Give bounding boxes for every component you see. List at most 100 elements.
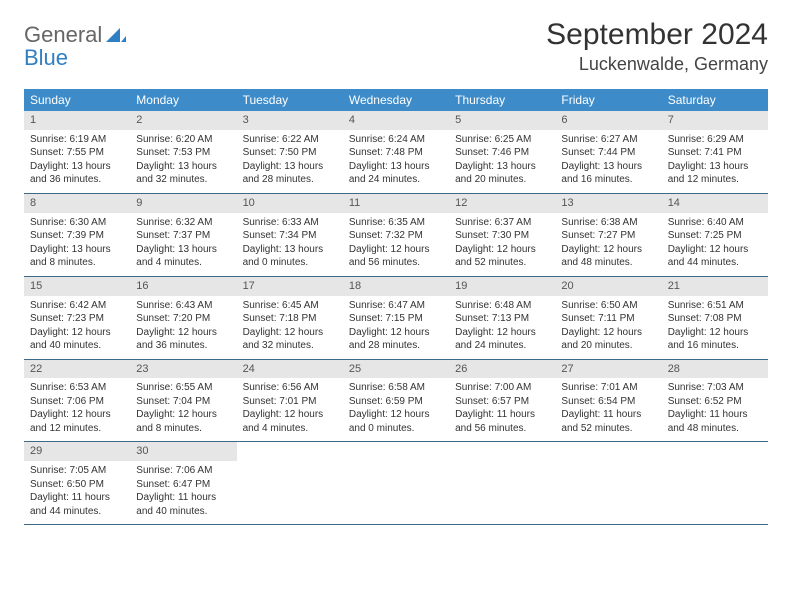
sunrise-text: Sunrise: 6:29 AM xyxy=(668,133,762,147)
week-row: 22Sunrise: 6:53 AMSunset: 7:06 PMDayligh… xyxy=(24,360,768,443)
sunrise-text: Sunrise: 6:27 AM xyxy=(561,133,655,147)
sunset-text: Sunset: 7:06 PM xyxy=(30,395,124,409)
daylight-text: Daylight: 13 hours and 12 minutes. xyxy=(668,160,762,187)
day-number: 7 xyxy=(662,111,768,130)
daylight-text: Daylight: 13 hours and 0 minutes. xyxy=(243,243,337,270)
day-header: Friday xyxy=(555,89,661,111)
day-cell: 21Sunrise: 6:51 AMSunset: 7:08 PMDayligh… xyxy=(662,277,768,359)
day-cell: 2Sunrise: 6:20 AMSunset: 7:53 PMDaylight… xyxy=(130,111,236,193)
day-cell: 19Sunrise: 6:48 AMSunset: 7:13 PMDayligh… xyxy=(449,277,555,359)
day-number: 5 xyxy=(449,111,555,130)
sunrise-text: Sunrise: 6:37 AM xyxy=(455,216,549,230)
daylight-text: Daylight: 12 hours and 32 minutes. xyxy=(243,326,337,353)
day-cell: 11Sunrise: 6:35 AMSunset: 7:32 PMDayligh… xyxy=(343,194,449,276)
day-number: 19 xyxy=(449,277,555,296)
daylight-text: Daylight: 13 hours and 28 minutes. xyxy=(243,160,337,187)
day-cell: 22Sunrise: 6:53 AMSunset: 7:06 PMDayligh… xyxy=(24,360,130,442)
sunset-text: Sunset: 7:27 PM xyxy=(561,229,655,243)
sunrise-text: Sunrise: 6:33 AM xyxy=(243,216,337,230)
logo-text: General Blue xyxy=(24,24,126,70)
day-cell xyxy=(662,442,768,524)
day-number: 24 xyxy=(237,360,343,379)
sunset-text: Sunset: 7:08 PM xyxy=(668,312,762,326)
day-cell: 24Sunrise: 6:56 AMSunset: 7:01 PMDayligh… xyxy=(237,360,343,442)
day-cell: 30Sunrise: 7:06 AMSunset: 6:47 PMDayligh… xyxy=(130,442,236,524)
sunset-text: Sunset: 6:52 PM xyxy=(668,395,762,409)
daylight-text: Daylight: 12 hours and 56 minutes. xyxy=(349,243,443,270)
sunset-text: Sunset: 7:30 PM xyxy=(455,229,549,243)
sunset-text: Sunset: 6:50 PM xyxy=(30,478,124,492)
month-title: September 2024 xyxy=(546,18,768,52)
day-number: 4 xyxy=(343,111,449,130)
day-cell xyxy=(343,442,449,524)
sunset-text: Sunset: 7:37 PM xyxy=(136,229,230,243)
day-number: 8 xyxy=(24,194,130,213)
day-header: Monday xyxy=(130,89,236,111)
title-block: September 2024 Luckenwalde, Germany xyxy=(546,18,768,75)
day-number: 14 xyxy=(662,194,768,213)
logo-blue: Blue xyxy=(24,45,68,70)
day-number: 26 xyxy=(449,360,555,379)
daylight-text: Daylight: 13 hours and 16 minutes. xyxy=(561,160,655,187)
day-number: 17 xyxy=(237,277,343,296)
daylight-text: Daylight: 12 hours and 8 minutes. xyxy=(136,408,230,435)
sunrise-text: Sunrise: 6:24 AM xyxy=(349,133,443,147)
day-cell: 29Sunrise: 7:05 AMSunset: 6:50 PMDayligh… xyxy=(24,442,130,524)
sunset-text: Sunset: 7:04 PM xyxy=(136,395,230,409)
day-cell: 9Sunrise: 6:32 AMSunset: 7:37 PMDaylight… xyxy=(130,194,236,276)
day-number: 20 xyxy=(555,277,661,296)
sunset-text: Sunset: 7:32 PM xyxy=(349,229,443,243)
sunset-text: Sunset: 7:48 PM xyxy=(349,146,443,160)
daylight-text: Daylight: 12 hours and 48 minutes. xyxy=(561,243,655,270)
sunset-text: Sunset: 6:47 PM xyxy=(136,478,230,492)
sunrise-text: Sunrise: 6:55 AM xyxy=(136,381,230,395)
sunrise-text: Sunrise: 6:42 AM xyxy=(30,299,124,313)
sunrise-text: Sunrise: 6:50 AM xyxy=(561,299,655,313)
sunset-text: Sunset: 7:23 PM xyxy=(30,312,124,326)
week-row: 8Sunrise: 6:30 AMSunset: 7:39 PMDaylight… xyxy=(24,194,768,277)
day-cell: 8Sunrise: 6:30 AMSunset: 7:39 PMDaylight… xyxy=(24,194,130,276)
daylight-text: Daylight: 11 hours and 44 minutes. xyxy=(30,491,124,518)
sunrise-text: Sunrise: 6:45 AM xyxy=(243,299,337,313)
day-cell: 25Sunrise: 6:58 AMSunset: 6:59 PMDayligh… xyxy=(343,360,449,442)
day-header: Tuesday xyxy=(237,89,343,111)
day-cell: 13Sunrise: 6:38 AMSunset: 7:27 PMDayligh… xyxy=(555,194,661,276)
day-number: 16 xyxy=(130,277,236,296)
day-cell xyxy=(237,442,343,524)
day-cell: 4Sunrise: 6:24 AMSunset: 7:48 PMDaylight… xyxy=(343,111,449,193)
day-cell: 12Sunrise: 6:37 AMSunset: 7:30 PMDayligh… xyxy=(449,194,555,276)
sunrise-text: Sunrise: 6:43 AM xyxy=(136,299,230,313)
sunrise-text: Sunrise: 6:51 AM xyxy=(668,299,762,313)
day-number: 11 xyxy=(343,194,449,213)
sunrise-text: Sunrise: 7:03 AM xyxy=(668,381,762,395)
daylight-text: Daylight: 12 hours and 12 minutes. xyxy=(30,408,124,435)
sunrise-text: Sunrise: 6:56 AM xyxy=(243,381,337,395)
day-cell: 14Sunrise: 6:40 AMSunset: 7:25 PMDayligh… xyxy=(662,194,768,276)
sunset-text: Sunset: 7:50 PM xyxy=(243,146,337,160)
day-header: Saturday xyxy=(662,89,768,111)
logo: General Blue xyxy=(24,24,126,70)
day-cell: 18Sunrise: 6:47 AMSunset: 7:15 PMDayligh… xyxy=(343,277,449,359)
daylight-text: Daylight: 12 hours and 40 minutes. xyxy=(30,326,124,353)
daylight-text: Daylight: 12 hours and 24 minutes. xyxy=(455,326,549,353)
day-cell: 1Sunrise: 6:19 AMSunset: 7:55 PMDaylight… xyxy=(24,111,130,193)
daylight-text: Daylight: 11 hours and 52 minutes. xyxy=(561,408,655,435)
day-header: Thursday xyxy=(449,89,555,111)
sunrise-text: Sunrise: 6:22 AM xyxy=(243,133,337,147)
sunset-text: Sunset: 7:01 PM xyxy=(243,395,337,409)
daylight-text: Daylight: 12 hours and 28 minutes. xyxy=(349,326,443,353)
day-number: 22 xyxy=(24,360,130,379)
day-header: Sunday xyxy=(24,89,130,111)
sunset-text: Sunset: 7:25 PM xyxy=(668,229,762,243)
sunrise-text: Sunrise: 6:32 AM xyxy=(136,216,230,230)
week-row: 1Sunrise: 6:19 AMSunset: 7:55 PMDaylight… xyxy=(24,111,768,194)
sunset-text: Sunset: 7:46 PM xyxy=(455,146,549,160)
day-number: 6 xyxy=(555,111,661,130)
sunset-text: Sunset: 7:13 PM xyxy=(455,312,549,326)
sunrise-text: Sunrise: 6:30 AM xyxy=(30,216,124,230)
day-cell: 6Sunrise: 6:27 AMSunset: 7:44 PMDaylight… xyxy=(555,111,661,193)
day-number: 10 xyxy=(237,194,343,213)
sunset-text: Sunset: 7:20 PM xyxy=(136,312,230,326)
day-cell: 28Sunrise: 7:03 AMSunset: 6:52 PMDayligh… xyxy=(662,360,768,442)
day-cell xyxy=(449,442,555,524)
